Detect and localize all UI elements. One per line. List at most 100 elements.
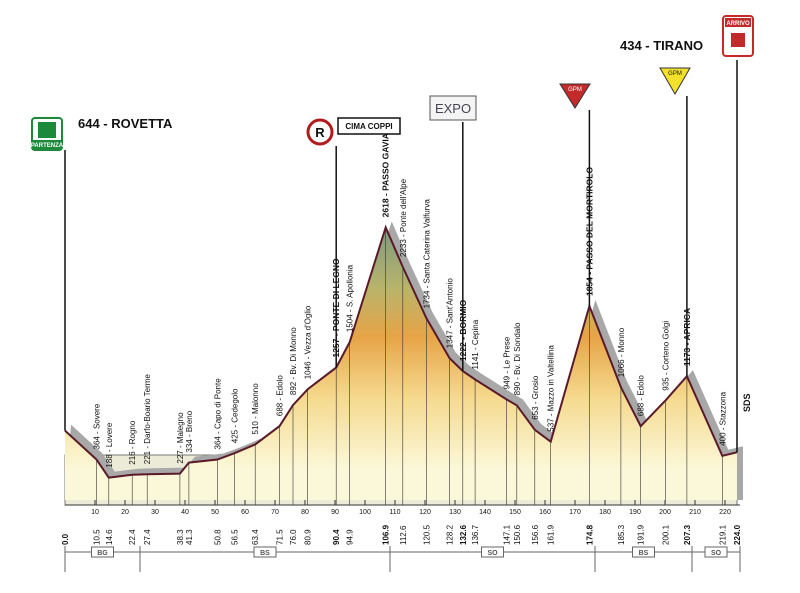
km-label: 207.3 (683, 524, 692, 545)
waypoint-label: 216 - Rogno (128, 420, 137, 465)
province-box (91, 546, 114, 558)
axis-tick-label: 40 (181, 509, 189, 516)
waypoint-label: 400 - Stazzona (718, 391, 727, 445)
axis-tick-label: 130 (449, 509, 461, 516)
km-label: 112.6 (399, 525, 408, 545)
axis-tick-label: 120 (419, 509, 431, 516)
axis-tick-label: 110 (389, 509, 400, 516)
province-box (481, 546, 504, 558)
waypoint-label: 1066 - Monno (617, 327, 626, 377)
km-label: 27.4 (143, 529, 152, 545)
km-label: 38.3 (176, 529, 185, 545)
axis-tick-label: 210 (689, 509, 701, 516)
km-label: 132.6 (459, 524, 468, 545)
waypoint-label: 221 - Darfo-Boario Terme (143, 374, 152, 465)
axis-tick-label: 180 (599, 509, 611, 516)
waypoint-label: 688 - Edolo (637, 375, 646, 416)
km-label: 14.6 (105, 529, 114, 545)
axis-tick-label: 10 (91, 509, 99, 516)
province-box (253, 546, 277, 558)
province-label: BS (260, 550, 270, 557)
province-label: BS (639, 550, 649, 557)
province-label: SO (487, 550, 498, 557)
start-flag (38, 122, 56, 138)
waypoint-label: 2618 - PASSO GAVIA (381, 133, 391, 217)
waypoint-label: 2233 - Ponte dell'Alpe (399, 178, 408, 257)
waypoint-label: 1141 - Cepina (471, 319, 480, 369)
waypoint-label: 188 - Lovere (105, 422, 114, 467)
profile-line (64, 224, 738, 479)
waypoint-label: 1734 - Santa Caterina Valfurva (423, 199, 432, 309)
province-label: SO (711, 550, 722, 557)
km-label: 94.9 (346, 529, 355, 545)
start-badge-band (32, 140, 62, 150)
province-box (632, 546, 655, 558)
km-label: 185.3 (617, 524, 626, 545)
waypoint-label: 1046 - Vezza d'Oglio (304, 305, 313, 379)
km-label: 90.4 (332, 529, 341, 545)
waypoint-label: 1347 - Sant'Antonio (446, 278, 455, 349)
km-label: 56.5 (231, 529, 240, 545)
km-label: 224.0 (733, 524, 742, 545)
axis-tick-label: 200 (659, 509, 671, 516)
axis-tick-label: 50 (211, 509, 219, 516)
waypoint-label: 537 - Mazzo in Valtellina (547, 345, 556, 432)
cima-coppi-box (337, 117, 401, 135)
finish-icon (731, 33, 745, 47)
r-badge (306, 118, 334, 146)
km-label: 120.5 (423, 524, 432, 545)
waypoint-label: 364 - Capo di Ponte (213, 378, 222, 450)
km-label: 161.9 (547, 524, 556, 545)
gpm-red (559, 83, 591, 109)
waypoint-label: 425 - Cedegolo (231, 388, 240, 443)
km-label: 128.2 (446, 524, 455, 545)
km-label: 219.1 (718, 524, 727, 545)
waypoint-label: 510 - Malonno (251, 383, 260, 435)
axis-tick-label: 220 (719, 509, 731, 516)
axis-tick-label: 30 (151, 509, 159, 516)
km-label: 0.0 (61, 533, 70, 545)
waypoint-label: 364 - Sovere (93, 403, 102, 449)
axis-tick-label: 90 (331, 509, 339, 516)
km-label: 147.1 (502, 524, 511, 545)
finish-label: 434 - TIRANO (620, 38, 703, 53)
profile-area (65, 227, 737, 500)
km-label: 156.6 (531, 524, 540, 545)
province-box (704, 546, 728, 558)
end-mark: SDS (742, 393, 752, 412)
expo-box (429, 95, 477, 121)
expo-text: EXPO (435, 101, 471, 116)
km-label: 22.4 (128, 529, 137, 545)
start-label: 644 - ROVETTA (78, 116, 173, 131)
waypoint-label: 334 - Breno (185, 410, 194, 452)
axis-tick-label: 140 (479, 509, 491, 516)
km-label: 191.9 (637, 524, 646, 545)
cima-coppi: CIMA COPPI (345, 122, 392, 131)
km-label: 63.4 (251, 529, 260, 545)
km-label: 150.6 (513, 524, 522, 545)
axis-tick-label: 160 (539, 509, 551, 516)
axis-tick-label: 190 (629, 509, 641, 516)
axis-tick-label: 100 (359, 509, 371, 516)
km-label: 80.9 (304, 529, 313, 545)
km-label: 76.0 (289, 529, 298, 545)
km-label: 10.5 (93, 529, 102, 545)
km-label: 71.5 (276, 529, 285, 545)
km-label: 106.9 (382, 524, 391, 545)
axis-tick-label: 60 (241, 509, 249, 516)
km-label: 50.8 (213, 529, 222, 545)
gpm-yellow-text: GPM (668, 71, 682, 77)
km-label: 174.8 (585, 524, 594, 545)
km-label: 136.7 (471, 524, 480, 545)
gpm-yellow (659, 67, 691, 96)
waypoint-label: 892 - Bv. Di Monno (289, 327, 298, 395)
finish-badge-band (725, 18, 751, 27)
axis-tick-label: 20 (121, 509, 129, 516)
start-badge-text: PARTENZA (31, 143, 64, 149)
waypoint-label: 935 - Corteno Golgi (661, 321, 670, 391)
km-label: 41.3 (185, 529, 194, 545)
r-badge-text: R (315, 125, 325, 140)
waypoint-label: 1504 - S. Apollonia (346, 264, 355, 332)
waypoint-label: 949 - Le Prese (502, 336, 511, 389)
